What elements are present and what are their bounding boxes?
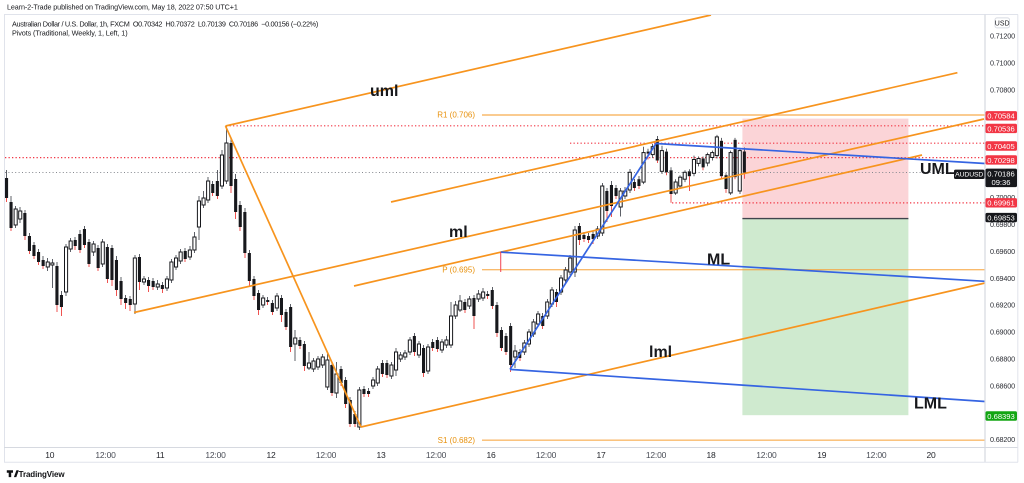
svg-text:Learn-2-Trade published on Tra: Learn-2-Trade published on TradingView.c… [7,3,238,12]
svg-text:12:00: 12:00 [866,450,887,460]
svg-text:0.69800: 0.69800 [990,220,1015,229]
svg-text:0.71200: 0.71200 [990,32,1015,41]
svg-text:17: 17 [596,450,606,460]
svg-text:13: 13 [376,450,386,460]
svg-text:16: 16 [486,450,496,460]
svg-text:Australian Dollar / U.S. Dolla: Australian Dollar / U.S. Dollar, 1h, FXC… [12,20,318,29]
svg-text:12:00: 12:00 [756,450,777,460]
svg-text:0.68200: 0.68200 [990,435,1015,444]
svg-text:0.69961: 0.69961 [987,199,1014,208]
svg-text:ML: ML [707,252,730,269]
svg-text:R1 (0.706): R1 (0.706) [437,111,475,120]
svg-text:AUDUSD: AUDUSD [955,172,983,179]
svg-text:12:00: 12:00 [536,450,557,460]
svg-text:0.70000: 0.70000 [990,193,1015,202]
svg-text:0.70584: 0.70584 [987,112,1014,121]
svg-text:0.70186: 0.70186 [987,170,1014,179]
svg-text:12:00: 12:00 [95,450,116,460]
svg-text:LML: LML [914,396,947,413]
svg-text:09:36: 09:36 [991,178,1010,187]
svg-text:12: 12 [266,450,276,460]
svg-text:0.69853: 0.69853 [987,214,1014,223]
svg-text:Pivots (Traditional, Weekly, 1: Pivots (Traditional, Weekly, 1, Left, 1) [12,29,128,38]
svg-text:0.68600: 0.68600 [990,381,1015,390]
svg-text:0.70800: 0.70800 [990,86,1015,95]
svg-text:0.69600: 0.69600 [990,247,1015,256]
svg-text:0.69000: 0.69000 [990,328,1015,337]
svg-text:P (0.695): P (0.695) [442,265,475,274]
svg-text:18: 18 [706,450,716,460]
svg-text:S1 (0.682): S1 (0.682) [438,436,476,445]
svg-text:0.71000: 0.71000 [990,59,1015,68]
svg-text:uml: uml [370,83,398,100]
svg-text:0.68393: 0.68393 [987,412,1014,421]
svg-text:12:00: 12:00 [316,450,337,460]
svg-text:ml: ml [449,224,468,241]
svg-text:10: 10 [45,450,55,460]
svg-text:12:00: 12:00 [426,450,447,460]
svg-text:USD: USD [995,21,1010,28]
svg-text:12:00: 12:00 [646,450,667,460]
svg-text:0.70536: 0.70536 [987,124,1014,133]
svg-text:0.70298: 0.70298 [987,156,1014,165]
svg-text:TradingView: TradingView [19,470,66,479]
svg-text:UML: UML [920,161,955,178]
svg-text:20: 20 [926,450,936,460]
svg-text:0.68800: 0.68800 [990,355,1015,364]
svg-text:19: 19 [817,450,827,460]
svg-text:0.70405: 0.70405 [987,142,1014,151]
svg-text:lml: lml [649,344,672,361]
svg-text:0.69200: 0.69200 [990,301,1015,310]
svg-text:11: 11 [156,450,165,460]
svg-text:12:00: 12:00 [205,450,226,460]
svg-text:0.69400: 0.69400 [990,274,1015,283]
